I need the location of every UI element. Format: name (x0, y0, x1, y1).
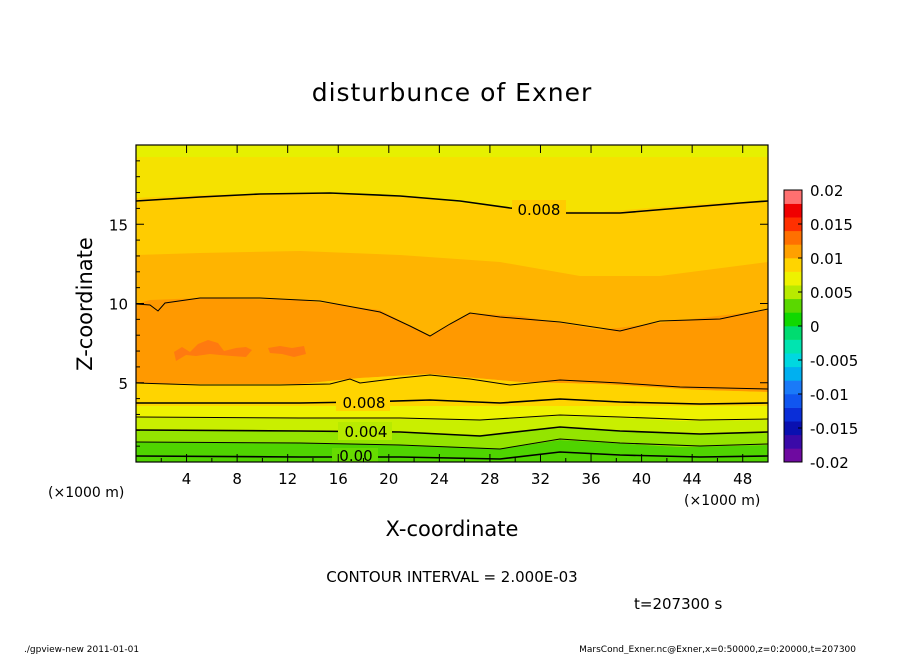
colorbar-cell (784, 339, 802, 354)
contour-line-lower-1 (136, 374, 768, 390)
colorbar-tick-label: 0.005 (810, 284, 853, 302)
colorbar-cell (784, 271, 802, 286)
y-tick-label: 5 (118, 375, 128, 393)
colorbar-cell (784, 353, 802, 368)
colorbar-cell (784, 217, 802, 232)
colorbar-cell (784, 394, 802, 408)
colorbar-cell (784, 230, 802, 245)
colorbar-cell (784, 434, 802, 449)
x-tick-label: 20 (379, 470, 398, 488)
colorbar-tick-label: 0.015 (810, 216, 853, 234)
x-axis: 4 8 12 16 20 24 28 32 36 40 44 48 (160, 145, 752, 488)
contour-line-lower-3 (136, 414, 768, 421)
x-tick-label: 28 (480, 470, 499, 488)
colorbar-cell (784, 203, 802, 218)
x-tick-label: 32 (531, 470, 550, 488)
colorbar-cell (784, 407, 802, 422)
x-axis-title: X-coordinate (386, 517, 519, 541)
colorbar-tick-label: 0.02 (810, 182, 843, 200)
contour-line-lower-6 (136, 451, 768, 460)
contour-field (136, 145, 768, 462)
y-tick-label: 10 (109, 296, 128, 314)
colorbar-cell (784, 298, 802, 313)
colorbar-cell (784, 421, 802, 436)
contour-line-mid (136, 297, 768, 337)
colorbar: 0.02 0.015 0.01 0.005 0 -0.005 -0.01 -0.015 -0.0… (783, 182, 858, 472)
x-tick-label: 36 (581, 470, 600, 488)
x-tick-label: 4 (182, 470, 192, 488)
colorbar-tick-label: -0.02 (810, 454, 849, 472)
band-yellow-green (136, 406, 768, 421)
band-top (136, 145, 768, 157)
colorbar-tick-label: 0.01 (810, 250, 843, 268)
colorbar-cell (784, 380, 802, 395)
colorbar-cell (784, 366, 802, 381)
band-green-light (136, 428, 768, 449)
footer-left: ./gpview-new 2011-01-01 (24, 645, 139, 654)
x-unit-label: (×1000 m) (48, 485, 124, 501)
colorbar-cell (784, 190, 802, 204)
x-tick-label: 8 (232, 470, 242, 488)
blob-dark-orange-2 (268, 346, 306, 357)
colorbar-cell (784, 244, 802, 259)
band-orange (136, 298, 768, 392)
x-tick-label: 40 (632, 470, 651, 488)
colorbar-cell (784, 285, 802, 300)
y-tick-label: 15 (109, 216, 128, 234)
band-yellow-lower (136, 374, 768, 406)
blob-dark-orange (174, 340, 252, 361)
x-tick-label: 12 (278, 470, 297, 488)
time-label: t=207300 s (634, 595, 722, 613)
contour-label: 0.00 (339, 447, 372, 465)
band-upper-yellow (136, 157, 768, 212)
contour-label: 0.008 (343, 394, 386, 412)
colorbar-tick-label: -0.015 (810, 420, 858, 438)
x-tick-label: 16 (329, 470, 348, 488)
colorbar-cell (784, 448, 802, 463)
contour-label: 0.004 (345, 423, 388, 441)
contour-interval: CONTOUR INTERVAL = 2.000E-03 (326, 568, 577, 586)
colorbar-cell (784, 326, 802, 340)
colorbar-cell (784, 312, 802, 327)
footer-right: MarsCond_Exner.nc@Exner,x=0:50000,z=0:20… (579, 645, 856, 654)
contour-line-lower-2 (136, 398, 768, 405)
colorbar-tick-label: 0 (810, 318, 820, 336)
band-orange-light (136, 251, 768, 336)
contour-line-upper (136, 192, 768, 214)
contour-label: 0.008 (518, 201, 561, 219)
colorbar-cell (784, 258, 802, 272)
chart-title: disturbunce of Exner (312, 78, 593, 107)
x-tick-label: 44 (683, 470, 702, 488)
y-axis: 5 10 15 (109, 160, 768, 447)
x-tick-label: 48 (733, 470, 752, 488)
contour-line-lower-5 (136, 438, 768, 450)
contour-line-lower-4 (136, 426, 768, 437)
colorbar-tick-label: -0.01 (810, 386, 849, 404)
colorbar-tick-label: -0.005 (810, 352, 858, 370)
x-tick-label: 24 (430, 470, 449, 488)
y-unit-label: (×1000 m) (684, 493, 760, 509)
y-axis-title: Z-coordinate (73, 237, 97, 371)
